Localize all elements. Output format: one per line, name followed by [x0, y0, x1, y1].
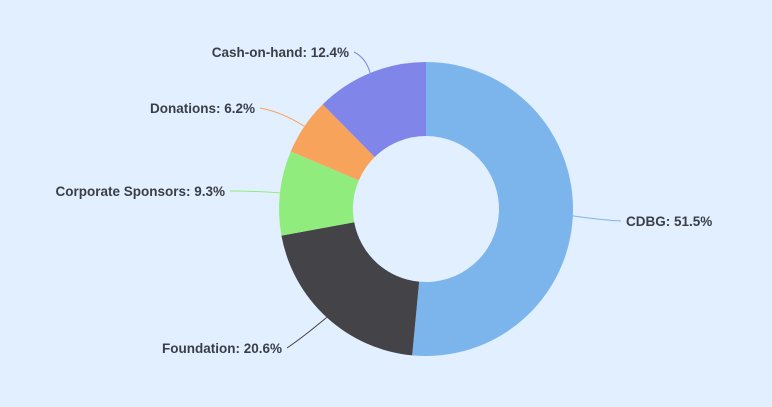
slice-donations[interactable] [290, 104, 375, 181]
slice-cash-on-hand[interactable] [322, 61, 426, 158]
leader-line-corporate-sponsors [229, 190, 280, 194]
slice-cdbg[interactable] [412, 62, 574, 357]
data-label-cash-on-hand: Cash-on-hand: 12.4% [212, 45, 349, 60]
leader-lines-group [229, 51, 622, 349]
data-label-foundation: Foundation: 20.6% [162, 341, 282, 356]
data-label-cdbg: CDBG: 51.5% [626, 214, 712, 229]
data-labels-group: CDBG: 51.5% Foundation: 20.6% Corporate Sp… [55, 45, 712, 356]
data-label-donations: Donations: 6.2% [150, 101, 255, 116]
slice-corporate-sponsors[interactable] [279, 151, 359, 236]
data-label-corporate-sponsors: Corporate Sponsors: 9.3% [55, 184, 225, 199]
slices-group [279, 61, 574, 357]
leader-line-donations [259, 107, 305, 127]
leader-line-cdbg [572, 215, 622, 222]
slice-foundation[interactable] [281, 222, 420, 356]
leader-line-cash-on-hand [353, 51, 371, 74]
leader-line-foundation [286, 317, 328, 349]
